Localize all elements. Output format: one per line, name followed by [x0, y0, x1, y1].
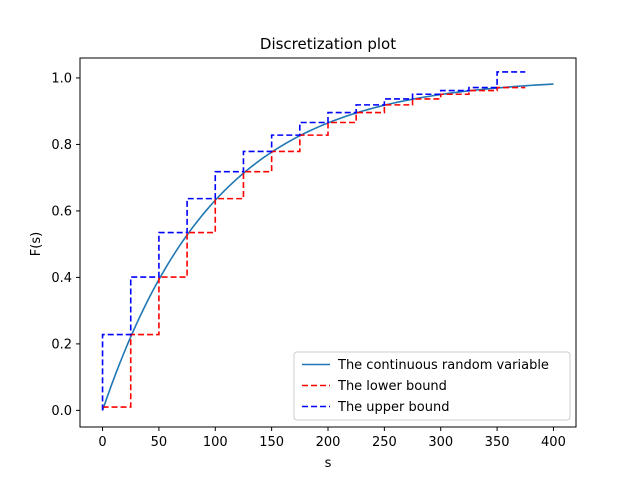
y-tick-label: 0.8: [51, 138, 72, 153]
legend-box: [293, 351, 571, 421]
x-tick-label: 100: [203, 435, 228, 450]
x-tick-label: 0: [98, 435, 106, 450]
chart-title: Discretization plot: [260, 35, 396, 53]
legend-label: The upper bound: [337, 400, 449, 415]
legend-label: The lower bound: [337, 379, 447, 394]
x-tick-label: 400: [541, 435, 566, 450]
y-tick-label: 0.4: [51, 271, 72, 286]
x-tick-label: 350: [485, 435, 510, 450]
x-tick-label: 150: [259, 435, 284, 450]
y-axis-label: F(s): [29, 232, 44, 256]
y-axis-ticks: 0.0 0.2 0.4 0.6 0.8 1.0: [51, 71, 80, 419]
y-tick-label: 0.6: [51, 204, 72, 219]
y-tick-label: 0.0: [51, 404, 72, 419]
y-tick-label: 0.2: [51, 337, 72, 352]
x-tick-label: 50: [151, 435, 168, 450]
x-tick-label: 250: [372, 435, 397, 450]
series-line-2: [102, 86, 526, 408]
legend-label: The continuous random variable: [337, 358, 549, 373]
y-tick-label: 1.0: [51, 71, 72, 86]
x-axis-label: s: [325, 456, 332, 471]
x-tick-label: 200: [316, 435, 341, 450]
legend: The continuous random variable The lower …: [293, 351, 571, 421]
x-tick-label: 300: [428, 435, 453, 450]
series-line-3: [101, 71, 526, 411]
x-axis-ticks: 0 50 100 150 200 250 300 350 400: [98, 427, 566, 450]
